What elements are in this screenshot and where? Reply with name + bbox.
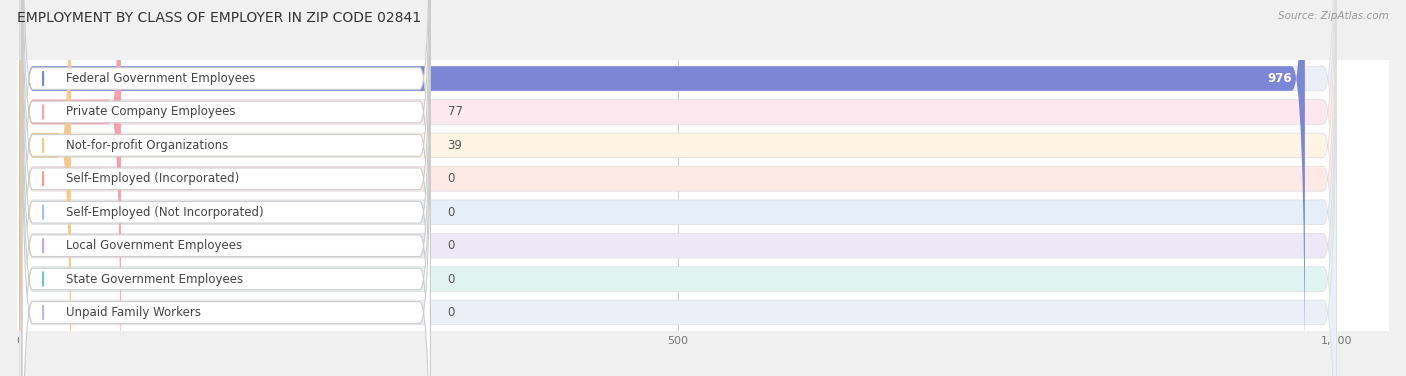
FancyBboxPatch shape <box>20 0 1337 376</box>
Text: Local Government Employees: Local Government Employees <box>66 239 242 252</box>
Text: Private Company Employees: Private Company Employees <box>66 105 235 118</box>
FancyBboxPatch shape <box>20 0 121 376</box>
FancyBboxPatch shape <box>20 0 1337 376</box>
FancyBboxPatch shape <box>22 0 430 335</box>
Text: 0: 0 <box>447 306 456 319</box>
FancyBboxPatch shape <box>22 0 430 376</box>
Text: Federal Government Employees: Federal Government Employees <box>66 72 254 85</box>
Text: 0: 0 <box>447 206 456 219</box>
Text: Not-for-profit Organizations: Not-for-profit Organizations <box>66 139 228 152</box>
Text: Unpaid Family Workers: Unpaid Family Workers <box>66 306 201 319</box>
FancyBboxPatch shape <box>22 0 430 376</box>
Text: 976: 976 <box>1267 72 1292 85</box>
Text: Self-Employed (Not Incorporated): Self-Employed (Not Incorporated) <box>66 206 263 219</box>
FancyBboxPatch shape <box>20 0 1337 376</box>
FancyBboxPatch shape <box>22 0 430 376</box>
FancyBboxPatch shape <box>20 0 1337 376</box>
FancyBboxPatch shape <box>20 0 1337 376</box>
FancyBboxPatch shape <box>20 0 1337 376</box>
Text: 39: 39 <box>447 139 463 152</box>
FancyBboxPatch shape <box>20 0 1337 376</box>
Text: Source: ZipAtlas.com: Source: ZipAtlas.com <box>1278 11 1389 21</box>
Text: State Government Employees: State Government Employees <box>66 273 243 286</box>
FancyBboxPatch shape <box>22 0 430 368</box>
FancyBboxPatch shape <box>20 0 1305 376</box>
Text: 77: 77 <box>447 105 463 118</box>
FancyBboxPatch shape <box>22 56 430 376</box>
Text: EMPLOYMENT BY CLASS OF EMPLOYER IN ZIP CODE 02841: EMPLOYMENT BY CLASS OF EMPLOYER IN ZIP C… <box>17 11 420 25</box>
Text: 0: 0 <box>447 239 456 252</box>
FancyBboxPatch shape <box>22 23 430 376</box>
FancyBboxPatch shape <box>20 0 70 376</box>
Text: Self-Employed (Incorporated): Self-Employed (Incorporated) <box>66 172 239 185</box>
Text: 0: 0 <box>447 273 456 286</box>
FancyBboxPatch shape <box>22 0 430 376</box>
FancyBboxPatch shape <box>20 0 1337 376</box>
Text: 0: 0 <box>447 172 456 185</box>
